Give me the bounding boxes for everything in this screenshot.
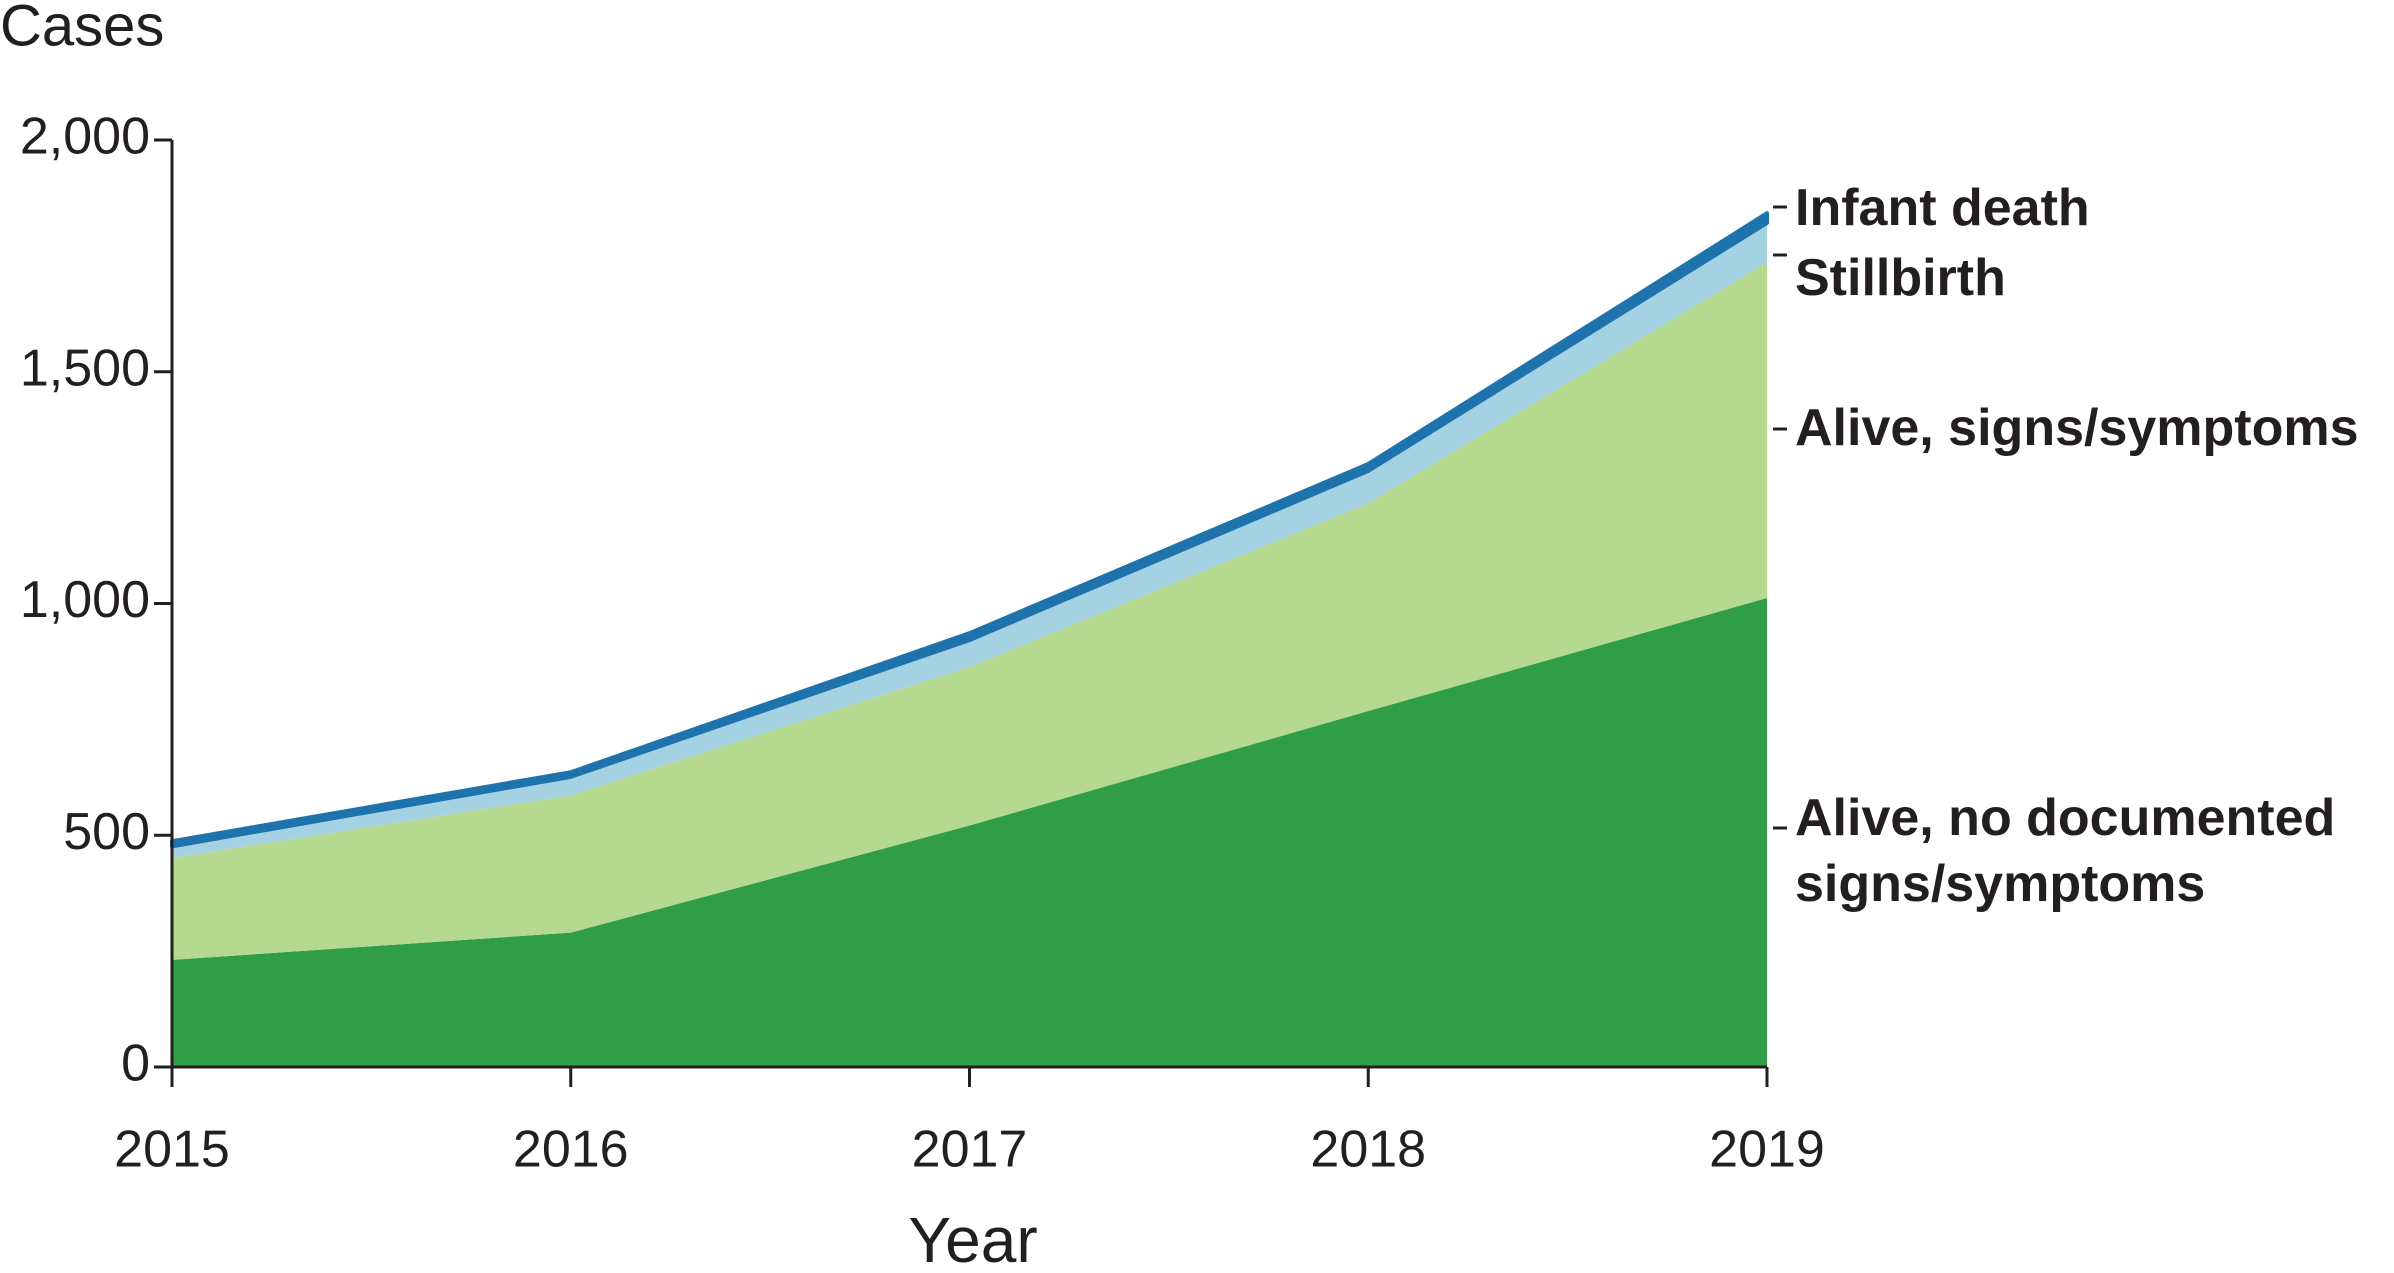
y-tick-label: 1,000: [20, 571, 150, 629]
y-tick-label: 500: [63, 803, 150, 861]
y-tick-label: 0: [121, 1035, 150, 1093]
area: [172, 597, 1767, 1067]
x-tick-label: 2017: [912, 1121, 1028, 1179]
series-label: Alive, signs/symptoms: [1795, 399, 2359, 457]
x-tick-label: 2019: [1709, 1121, 1825, 1179]
x-tick-label: 2016: [513, 1121, 629, 1179]
series-label: Infant death: [1795, 179, 2090, 237]
area: [172, 262, 1767, 960]
area: [170, 211, 1769, 849]
series-label: Stillbirth: [1795, 249, 2006, 307]
y-tick-label: 2,000: [20, 108, 150, 166]
series-label: Alive, no documented signs/symptoms: [1795, 789, 2336, 913]
y-axis-title: Cases: [0, 0, 164, 58]
x-tick-label: 2015: [114, 1121, 230, 1179]
x-tick-label: 2018: [1310, 1121, 1426, 1179]
y-tick-label: 1,500: [20, 339, 150, 397]
x-axis-title: Year: [908, 1204, 1037, 1273]
